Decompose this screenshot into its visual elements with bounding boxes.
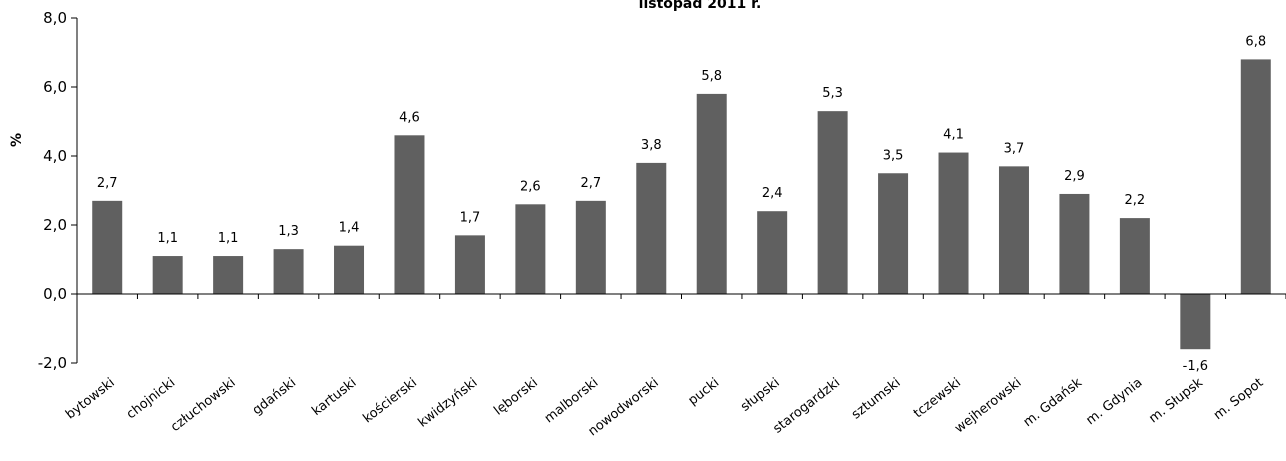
data-label: 1,4 [339,221,360,236]
data-label: 2,4 [762,186,783,201]
y-tick-label: 0,0 [43,285,67,303]
x-tick-label: m. Słupsk [1146,375,1206,426]
x-tick-label: starogardzki [770,375,843,436]
x-tick-label: m. Gdynia [1083,375,1145,428]
bar-4 [334,245,365,294]
bar-16 [1059,193,1090,294]
bar-15 [998,166,1029,294]
x-tick-label: m. Gdańsk [1021,375,1086,430]
data-label: 4,1 [943,128,964,143]
bar-13 [878,173,909,294]
bar-6 [454,235,485,294]
bar-10 [696,93,727,295]
bar-17 [1119,218,1150,294]
data-label: 5,8 [701,69,722,84]
data-label: 4,6 [399,110,420,125]
bar-7 [515,204,546,294]
x-tick-label: tczewski [911,375,964,421]
plot-area: -2,0 0,0 2,0 4,0 6,0 8,0 2,7 1,1 1,1 1,3 1,4 4,6 1,7… [38,9,1286,439]
bar-0 [92,200,123,294]
x-tick-label: kwidzyński [415,375,480,430]
bar-3 [273,249,304,294]
data-label: 3,5 [883,148,904,163]
bar-12 [817,111,848,295]
data-label: -1,6 [1183,359,1208,374]
bar-18 [1180,294,1211,350]
x-tick-label: człuchowski [168,375,239,435]
data-label: 2,9 [1064,169,1085,184]
bar-5 [394,135,425,294]
data-label: 3,7 [1004,141,1025,156]
data-label: 1,7 [460,210,481,225]
data-label: 2,2 [1125,193,1146,208]
x-tick-label: chojnicki [124,375,178,422]
x-tick-label: bytowski [63,375,118,422]
data-label: 2,6 [520,179,541,194]
x-tick-label: kartuski [309,375,359,419]
bar-8 [575,200,606,294]
x-tick-label: malborski [542,375,601,426]
y-tick-label: -2,0 [38,354,67,372]
x-tick-label: kościerski [360,375,420,426]
x-tick-label: pucki [686,375,723,408]
y-tick-label: 4,0 [43,147,67,165]
data-label: 2,7 [97,176,118,191]
data-label: 3,8 [641,138,662,153]
data-label: 6,8 [1245,34,1266,49]
data-label: 2,7 [580,176,601,191]
y-tick-label: 6,0 [43,78,67,96]
y-tick-label: 2,0 [43,216,67,234]
bar-9 [636,162,667,294]
x-tick-label: słupski [738,375,783,414]
data-label: 5,3 [822,86,843,101]
x-tick-label: m. Sopot [1211,375,1266,423]
data-label: 1,3 [278,224,299,239]
data-label: 1,1 [218,231,239,246]
chart-title: listopad 2011 r. [639,0,762,12]
data-label: 1,1 [157,231,178,246]
bar-14 [938,152,969,294]
x-tick-label: wejherowski [952,375,1024,436]
bar-1 [152,256,183,294]
y-tick-label: 8,0 [43,9,67,27]
bar-2 [213,256,244,294]
x-tick-label: sztumski [849,375,904,422]
bar-11 [757,211,788,294]
x-tick-label: lęborski [491,375,540,418]
y-axis-label: % [9,133,25,147]
x-tick-label: gdański [250,375,299,418]
bar-19 [1240,59,1271,295]
